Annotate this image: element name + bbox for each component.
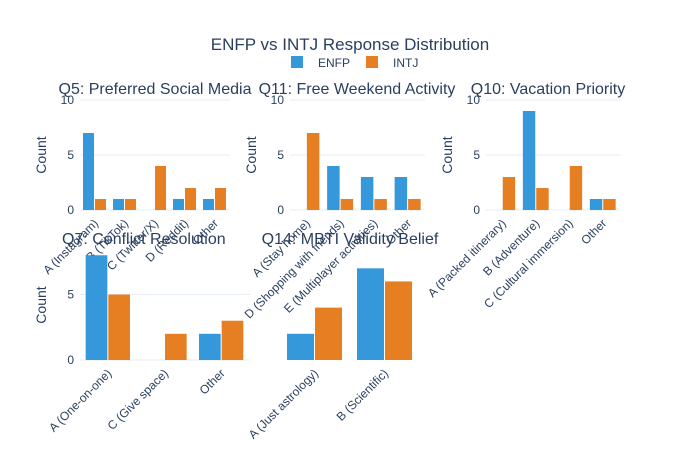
- legend: ENFP INTJ: [291, 56, 418, 70]
- bar-enfp-other[interactable]: [590, 199, 602, 210]
- x-tick-label: B (Scientific): [334, 366, 392, 424]
- bar-intj-e-multiplayer-activities[interactable]: [374, 199, 387, 210]
- bar-intj-d-shopping-with-friends[interactable]: [341, 199, 354, 210]
- y-axis-label: Count: [33, 136, 49, 173]
- figure: ENFP vs INTJ Response Distribution ENFP …: [0, 0, 700, 462]
- x-tick-label: A (Just astrology): [246, 366, 321, 441]
- bar-intj-other[interactable]: [408, 199, 421, 210]
- bar-enfp-other[interactable]: [203, 199, 214, 210]
- bar-enfp-a-one-on-one[interactable]: [86, 255, 108, 360]
- bar-enfp-b-adventure[interactable]: [523, 111, 535, 210]
- bar-intj-a-instagram[interactable]: [95, 199, 106, 210]
- subplot-title: Q10: Vacation Priority: [471, 81, 625, 98]
- subplot-title: Q7: Conflict Resolution: [62, 231, 226, 248]
- figure-title: ENFP vs INTJ Response Distribution: [211, 35, 489, 54]
- bar-enfp-d-shopping-with-friends[interactable]: [327, 166, 340, 210]
- y-axis-label: Count: [439, 136, 455, 173]
- bar-intj-c-cultural-immersion[interactable]: [570, 166, 582, 210]
- bar-intj-d-reddit[interactable]: [185, 188, 196, 210]
- bar-intj-a-stay-home[interactable]: [307, 133, 320, 210]
- bar-enfp-a-just-astrology[interactable]: [287, 334, 314, 360]
- legend-swatch-intj: [366, 56, 378, 68]
- bar-intj-b-scientific[interactable]: [385, 281, 412, 360]
- y-tick-label: 5: [67, 288, 74, 302]
- bar-intj-a-packed-itinerary[interactable]: [503, 177, 515, 210]
- bar-intj-b-tiktok[interactable]: [125, 199, 136, 210]
- subplot-title: Q14: MBTI Validity Belief: [262, 231, 439, 248]
- bar-intj-other[interactable]: [222, 321, 244, 360]
- bar-enfp-other[interactable]: [395, 177, 408, 210]
- subplot-title: Q11: Free Weekend Activity: [259, 81, 456, 98]
- x-tick-label: A (One-on-one): [46, 366, 114, 434]
- subplot-title: Q5: Preferred Social Media: [59, 81, 252, 98]
- legend-swatch-enfp: [291, 56, 303, 68]
- bar-enfp-b-scientific[interactable]: [357, 268, 384, 360]
- bar-intj-a-one-on-one[interactable]: [108, 295, 130, 360]
- figure-canvas: ENFP vs INTJ Response Distribution ENFP …: [0, 0, 700, 462]
- bar-intj-b-adventure[interactable]: [536, 188, 548, 210]
- bar-enfp-a-instagram[interactable]: [83, 133, 94, 210]
- x-tick-label: Other: [578, 216, 609, 247]
- bar-intj-c-twitter-x[interactable]: [155, 166, 166, 210]
- y-tick-label: 0: [67, 353, 74, 367]
- x-tick-label: Other: [197, 366, 228, 397]
- bar-intj-other[interactable]: [215, 188, 226, 210]
- bar-enfp-e-multiplayer-activities[interactable]: [361, 177, 374, 210]
- bar-enfp-b-tiktok[interactable]: [113, 199, 124, 210]
- bar-intj-other[interactable]: [603, 199, 615, 210]
- y-tick-label: 5: [67, 148, 74, 162]
- legend-label-enfp[interactable]: ENFP: [318, 56, 350, 70]
- y-tick-label: 0: [67, 203, 74, 217]
- bar-intj-a-just-astrology[interactable]: [315, 308, 342, 360]
- x-tick-label: C (Give space): [105, 366, 171, 432]
- y-tick-label: 5: [473, 148, 480, 162]
- bar-enfp-d-reddit[interactable]: [173, 199, 184, 210]
- bar-intj-c-give-space[interactable]: [165, 334, 187, 360]
- x-tick-label: A (Stay home): [249, 216, 313, 280]
- legend-label-intj[interactable]: INTJ: [393, 56, 418, 70]
- y-axis-label: Count: [33, 286, 49, 323]
- y-tick-label: 0: [277, 203, 284, 217]
- y-tick-label: 0: [473, 203, 480, 217]
- y-tick-label: 5: [277, 148, 284, 162]
- y-axis-label: Count: [243, 136, 259, 173]
- bar-enfp-other[interactable]: [199, 334, 221, 360]
